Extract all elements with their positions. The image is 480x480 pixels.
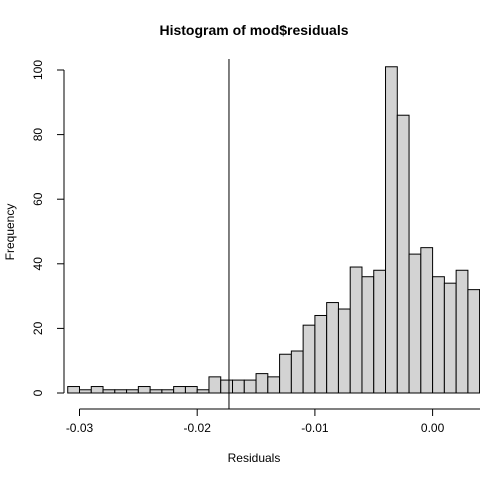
histogram-bar (149, 389, 163, 394)
histogram-bar (455, 269, 469, 394)
histogram-bar (220, 379, 234, 394)
y-tick-label: 20 (31, 321, 45, 335)
histogram-bar (255, 373, 269, 394)
histogram-bar (267, 376, 281, 394)
histogram-bar (184, 386, 198, 394)
y-tick-label: 40 (31, 257, 45, 271)
histogram-bar (102, 389, 116, 394)
histogram-bar (467, 289, 480, 394)
histogram-bar (373, 269, 387, 394)
histogram-bar (432, 276, 445, 394)
histogram-bar (137, 386, 151, 394)
reference-lines (228, 59, 230, 409)
histogram-bar (232, 379, 245, 394)
histogram-bar (243, 379, 257, 394)
histogram-bar (290, 350, 304, 394)
y-axis-label: Frequency (3, 204, 17, 261)
histogram-bar (67, 386, 81, 394)
y-tick-label: 80 (31, 128, 45, 142)
histogram-bar (443, 282, 457, 394)
histogram-bar (161, 389, 175, 394)
histogram-bar (208, 376, 222, 394)
x-tick-label: -0.03 (66, 421, 94, 435)
histogram-bar (126, 389, 139, 394)
histogram-bar (326, 302, 339, 394)
x-tick-label: 0.00 (421, 421, 445, 435)
y-tick-label: 0 (31, 389, 45, 396)
y-axis: 0 20 40 60 80 100 (31, 60, 65, 396)
histogram-bar (302, 324, 316, 394)
chart-title: Histogram of mod$residuals (159, 22, 348, 38)
y-tick-label: 60 (31, 192, 45, 206)
x-axis: -0.03-0.02-0.010.000.010.020.03 (66, 408, 480, 435)
x-axis-label: Residuals (228, 451, 281, 465)
histogram-bar (420, 247, 434, 394)
histogram-bar (173, 386, 186, 394)
histogram-bar (361, 276, 375, 394)
histogram-bar (314, 314, 328, 394)
histogram-bar (349, 266, 363, 394)
histogram-bars (67, 66, 480, 394)
histogram-bar (396, 114, 410, 394)
histogram-bar (79, 389, 92, 394)
y-tick-label: 100 (31, 60, 45, 80)
histogram-bar (337, 308, 351, 394)
histogram-bar (408, 253, 422, 394)
histogram-bar (114, 389, 128, 394)
histogram-bar (196, 389, 210, 394)
x-tick-label: -0.02 (184, 421, 212, 435)
histogram-bar (279, 353, 292, 394)
histogram-bar (385, 66, 398, 394)
histogram-bar (90, 386, 104, 394)
x-tick-label: -0.01 (301, 421, 329, 435)
